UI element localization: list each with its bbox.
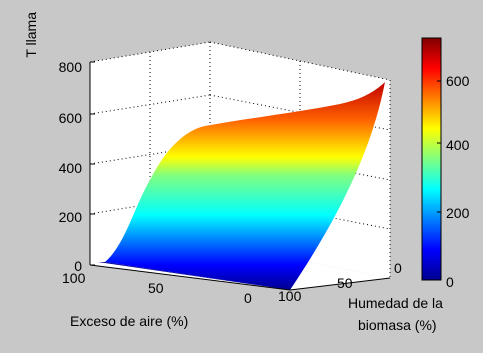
colorbar [421, 37, 442, 281]
surface-floor [98, 262, 290, 290]
x-axis-label: Exceso de aire (%) [70, 313, 188, 329]
colorbar-tick-label: 200 [446, 205, 470, 221]
x-axis-line [89, 264, 291, 291]
colorbar-tick-label: 400 [446, 137, 470, 153]
z-tick-label: 0 [74, 258, 82, 274]
y-tick-label: 100 [278, 288, 302, 304]
z-tick-label: 200 [59, 209, 83, 225]
x-tick-label: 50 [148, 280, 164, 296]
z-tick-label: 800 [59, 59, 83, 75]
colorbar-tick-label: 600 [446, 73, 470, 89]
z-tick-label: 400 [59, 160, 83, 176]
temperature-surface [105, 82, 385, 290]
x-tick-label: 0 [244, 290, 252, 306]
y-axis-label: Humedad de la [348, 295, 443, 311]
y-tick-label: 0 [394, 260, 402, 276]
y-axis-line [289, 277, 391, 291]
y-axis-label: biomasa (%) [358, 317, 437, 333]
z-axis-label: T llama [23, 12, 39, 58]
z-tick-label: 600 [59, 110, 83, 126]
y-tick-label: 50 [337, 275, 353, 291]
colorbar-tick-label: 0 [446, 274, 454, 290]
x-tick-label: 100 [62, 270, 86, 286]
